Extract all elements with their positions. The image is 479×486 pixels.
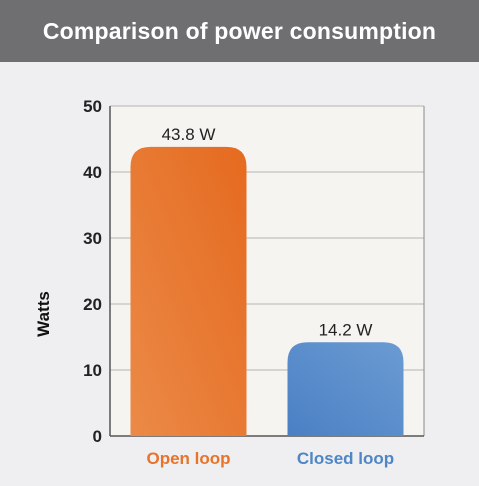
y-tick-label: 30 — [83, 229, 102, 248]
data-label: 43.8 W — [162, 125, 216, 144]
title-bar: Comparison of power consumption — [0, 0, 479, 62]
bar-closed-loop — [287, 342, 404, 436]
y-tick-label: 50 — [83, 97, 102, 116]
chart-title: Comparison of power consumption — [42, 17, 437, 44]
y-tick-label: 20 — [83, 295, 102, 314]
y-tick-label: 0 — [93, 427, 102, 446]
bar-open-loop — [130, 146, 247, 437]
y-tick-label: 40 — [83, 163, 102, 182]
bar-chart: 0 10 20 30 40 50 43.8 W Open loop 14.2 W Closed l… — [34, 97, 425, 468]
x-category-label: Open loop — [146, 449, 230, 468]
data-label: 14.2 W — [319, 320, 373, 339]
x-category-label: Closed loop — [297, 449, 394, 468]
y-axis-label: Watts — [34, 291, 53, 337]
y-tick-label: 10 — [83, 361, 102, 380]
